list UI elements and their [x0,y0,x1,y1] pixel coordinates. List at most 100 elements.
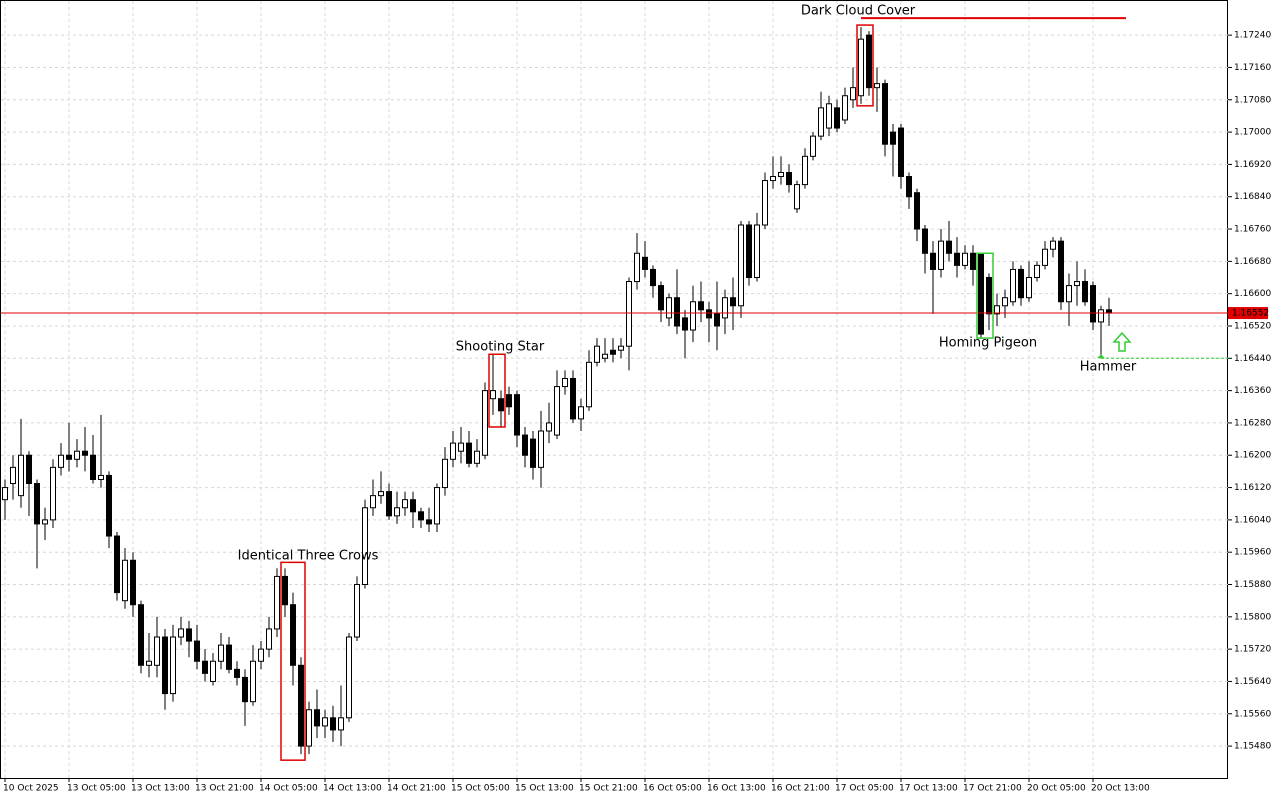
candle-body [378,491,384,497]
candle-body [818,107,824,137]
y-tick-label: 1.17000 [1234,128,1271,138]
candle-body [962,252,968,266]
candle-body [234,668,240,678]
overlays: 1.16552 Dark Cloud Cover Shooting Star Iden… [1,4,1269,761]
candle-body [34,483,40,525]
candle-body [290,604,296,666]
y-tick-label: 1.15960 [1234,548,1271,558]
candle-body [866,34,872,89]
x-tick-label: 16 Oct 21:00 [771,784,830,794]
candle-body [1050,240,1056,250]
x-tick-label: 20 Oct 05:00 [1027,784,1086,794]
candle-body [834,107,840,129]
candle-body [386,491,392,517]
candle-body [242,676,248,703]
candle-body [466,442,472,464]
candle-body [642,256,648,270]
y-tick-label: 1.16040 [1234,515,1271,525]
candle-body [1010,268,1016,303]
annotation-label: Shooting Star [456,340,545,355]
candle-body [578,406,584,420]
candle-body [1058,240,1064,303]
candle-body [418,511,424,521]
candle-body [730,297,736,307]
x-tick-label: 17 Oct 21:00 [963,784,1022,794]
candle-body [954,252,960,266]
annotation-label: Homing Pigeon [939,336,1037,351]
candle-body [2,487,8,501]
candle-body [810,135,816,157]
candle-body [98,474,104,480]
candle-body [442,458,448,489]
candle-body [1034,264,1040,279]
candle-body [250,660,256,703]
candle-body [18,454,24,497]
candle-body [138,604,144,666]
candle-body [170,636,176,695]
candle-body [970,252,976,270]
candle-body [850,87,856,101]
candle-body [786,171,792,186]
candle-body [994,305,1000,315]
candle-body [498,398,504,412]
candle-body [930,252,936,270]
candle-body [106,474,112,537]
candle-body [562,377,568,388]
x-tick-label: 15 Oct 05:00 [451,784,510,794]
candle-body [746,224,752,279]
current-price-label: 1.16552 [1232,309,1269,319]
candle-body [842,95,848,121]
candle-body [426,519,432,525]
annotation-label: Hammer [1080,360,1137,375]
candle-body [514,394,520,436]
candle-body [802,155,808,186]
candle-body [10,466,16,485]
candle-body [538,430,544,468]
candle-body [570,377,576,420]
candle-body [370,495,376,509]
y-tick-label: 1.16520 [1234,321,1271,331]
candle-body [618,345,624,351]
candle-body [58,454,64,468]
candle-body [522,434,528,456]
candle-body [346,636,352,719]
candle-body [530,438,536,468]
candle-body [330,717,336,731]
x-tick-label: 13 Oct 05:00 [67,784,126,794]
candle-body [898,127,904,178]
candle-body [674,297,680,327]
candle-body [714,313,720,327]
current-price-box [1228,307,1268,320]
candle-body [658,285,664,311]
candle-body [794,184,800,210]
candle-body [922,228,928,254]
candle-body [874,83,880,89]
x-tick-label: 15 Oct 21:00 [579,784,638,794]
pattern-box [280,561,306,761]
candle-body [362,507,368,586]
candle-body [146,660,152,666]
annotation-label: Identical Three Crows [238,549,379,564]
candle-body [82,450,88,456]
candle-body [314,709,320,727]
candle-body [770,176,776,182]
x-tick-label: 13 Oct 13:00 [131,784,190,794]
x-tick-label: 14 Oct 13:00 [323,784,382,794]
candle-body [186,628,192,642]
candle-body [1066,285,1072,303]
y-tick-label: 1.16680 [1234,257,1271,267]
candle-body [458,442,464,452]
candle-body [218,644,224,662]
candle-body [202,660,208,674]
y-tick-label: 1.16440 [1234,354,1271,364]
candle-body [1090,285,1096,323]
candle-body [690,301,696,331]
candle-body [826,103,832,129]
y-tick-label: 1.15720 [1234,645,1271,655]
candle-body [434,487,440,525]
candle-body [1082,281,1088,303]
y-tick-label: 1.16760 [1234,225,1271,235]
candle-body [858,38,864,97]
